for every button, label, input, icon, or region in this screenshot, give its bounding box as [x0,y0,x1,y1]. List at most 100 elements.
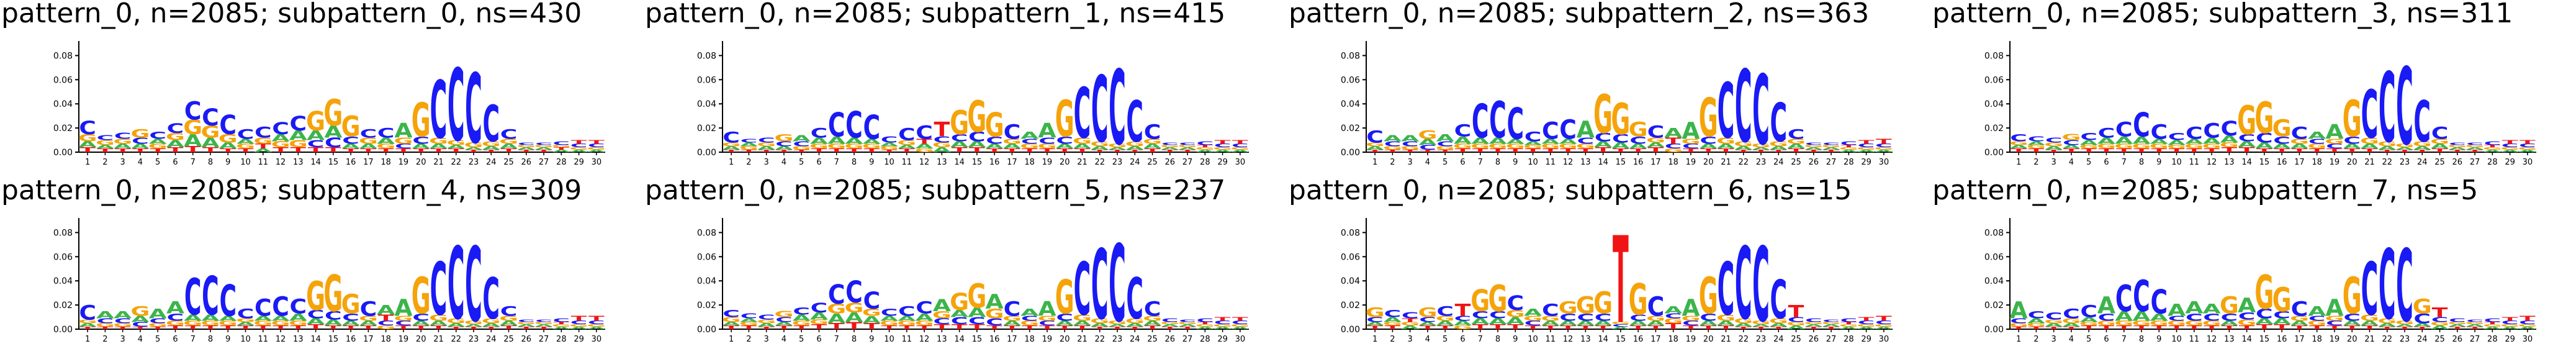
logo-letter-A: A [1161,324,1179,327]
logo-letter-glyph: C [2063,138,2080,147]
logo-letter-glyph: T [846,148,862,153]
logo-letter-C: C [307,138,325,150]
x-tick-label: 21 [1721,335,1731,344]
logo-letter-glyph: C [2431,315,2449,324]
logo-letter-glyph: G [2027,322,2046,328]
logo-letter-G: G [1541,314,1560,322]
logo-letter-G: G [739,145,759,151]
logo-letter-glyph: C [2220,311,2238,323]
logo-letter-T: T [952,323,968,331]
logo-letter-G: G [218,319,238,327]
logo-letter-A: A [1804,147,1822,150]
logo-letter-T: T [2046,149,2063,153]
x-tick-label: 10 [2171,158,2182,167]
logo-letter-glyph: G [1400,145,1420,151]
logo-letter-glyph: G [323,92,343,135]
logo-letter-glyph: T [723,325,739,330]
logo-panel-4: pattern_0, n=2085; subpattern_4, ns=309 … [0,177,644,354]
logo-letter-C: C [1489,309,1506,321]
logo-letter-G: G [78,132,97,144]
logo-letter-T: T [1232,316,1248,322]
x-tick-label: 2 [2033,335,2038,344]
logo-letter-A: A [500,319,518,327]
logo-letter-glyph: A [1384,134,1402,143]
logo-letter-G: G [271,140,290,150]
logo-letter-A: A [863,314,881,325]
logo-letter-glyph: C [2502,320,2519,325]
logo-letter-G: G [1681,314,1700,322]
logo-letter-G: G [2097,142,2116,150]
logo-letter-A: A [236,137,255,145]
logo-letter-glyph: C [290,296,307,319]
logo-letter-G: G [985,106,1004,144]
logo-letter-A: A [517,147,535,150]
logo-letter-G: G [166,131,185,143]
logo-letter-G: G [1559,142,1578,150]
logo-letter-glyph: C [2379,53,2396,165]
logo-letter-C: C [723,129,740,146]
logo-letter-glyph: A [1541,319,1560,327]
logo-letter-T: T [1039,325,1055,330]
logo-letter-T: T [1215,316,1231,322]
logo-letter-G: G [1593,286,1613,321]
x-tick-label: 6 [816,158,821,167]
logo-letter-A: A [342,319,361,327]
logo-letter-G: G [2483,147,2502,150]
logo-letter-G: G [166,319,185,327]
logo-letter-A: A [2132,309,2151,324]
logo-letter-G: G [2254,266,2274,320]
logo-letter-G: G [2290,137,2309,145]
logo-letter-C: C [2256,131,2273,146]
logo-letter-T: T [361,148,377,153]
logo-letter-glyph: T [2081,325,2097,330]
logo-letter-G: G [880,319,899,327]
x-tick-label: 21 [433,158,444,167]
logo-letter-T: T [1770,149,1787,153]
logo-letter-C: C [916,122,933,143]
logo-letter-glyph: T [1402,317,1418,323]
logo-letter-C: C [741,312,758,320]
logo-letter-glyph: A [2255,141,2273,151]
logo-letter-glyph: A [1091,322,1109,328]
logo-letter-glyph: T [1472,323,1488,331]
logo-letter-G: G [1541,142,1560,150]
logo-letter-glyph: T [1525,325,1541,330]
x-tick-label: 30 [1235,335,1246,344]
logo-letter-T: T [829,148,845,153]
logo-letter-A: A [2062,144,2080,150]
logo-letter-C: C [775,140,793,148]
logo-letter-glyph: T [220,148,236,153]
logo-letter-C: C [500,127,518,142]
logo-letter-A: A [2185,298,2204,317]
x-tick-label: 4 [1425,158,1430,167]
logo-letter-A: A [184,131,202,150]
logo-letter-glyph: T [1472,148,1488,153]
logo-letter-glyph: T [536,149,552,153]
panel-title: pattern_0, n=2085; subpattern_5, ns=237 [645,175,1226,206]
logo-letter-G: G [1383,321,1402,327]
logo-letter-glyph: T [2274,148,2290,153]
logo-letter-glyph: C [2484,140,2501,146]
logo-letter-G: G [96,138,115,147]
logo-letter-A: A [2448,147,2466,150]
logo-letter-glyph: T [202,146,218,154]
logo-letter-glyph: A [219,141,237,151]
logo-letter-glyph: A [2132,134,2151,146]
logo-letter-T: T [1455,301,1472,320]
logo-letter-glyph: T [2432,306,2448,320]
logo-letter-glyph: T [553,321,570,325]
logo-letter-T: T [272,146,289,154]
logo-letter-glyph: A [827,134,846,146]
logo-letter-glyph: G [1073,136,1092,146]
logo-letter-A: A [2202,136,2220,146]
logo-letter-T: T [325,146,341,154]
logo-letter-glyph: A [863,314,881,325]
logo-letter-glyph: G [1488,277,1508,320]
logo-letter-glyph: A [2168,138,2186,147]
logo-letter-glyph: T [1542,148,1559,153]
logo-letter-C: C [1091,230,1109,342]
logo-letter-T: T [2344,148,2360,153]
x-tick-label: 25 [1147,335,1158,344]
logo-letter-A: A [1559,319,1577,327]
logo-letter-A: A [1401,325,1419,330]
